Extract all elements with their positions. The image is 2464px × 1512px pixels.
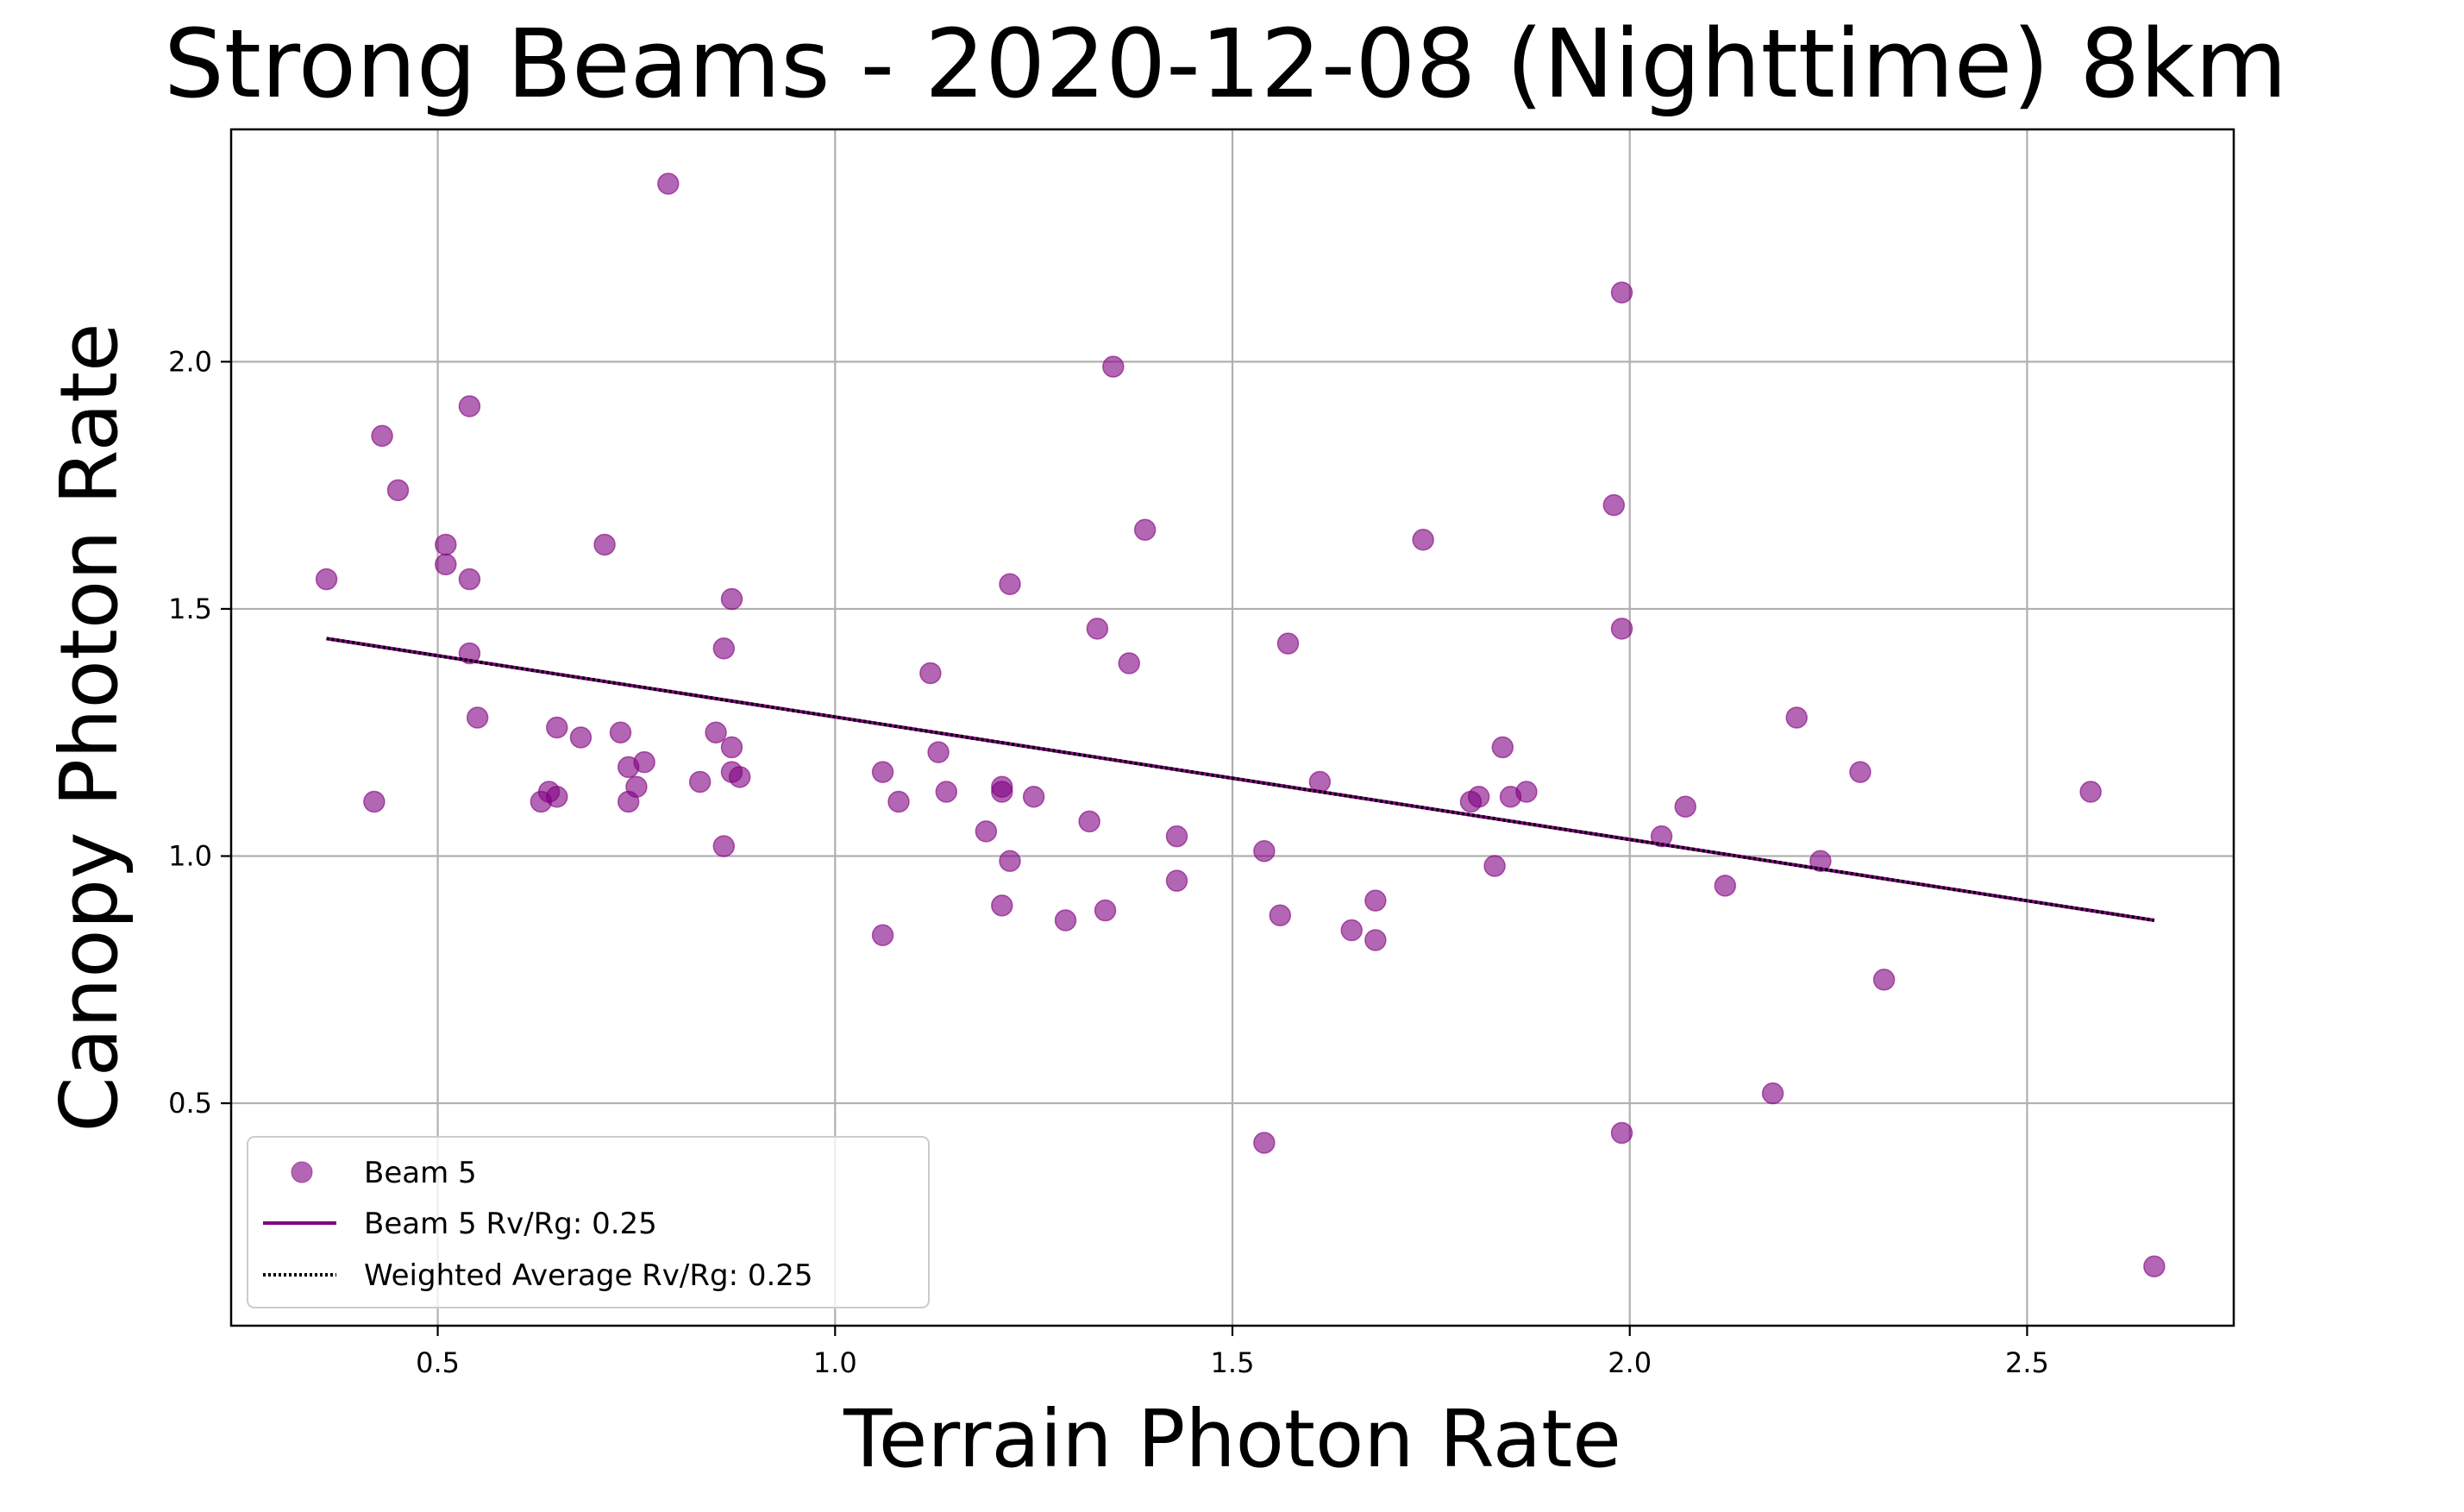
data-point	[1412, 528, 1434, 551]
data-point	[1483, 855, 1506, 877]
y-axis-ticks: 0.5 1.0 1.5 2.0	[168, 345, 231, 1120]
x-tick-label: 0.5	[416, 1346, 460, 1379]
data-point	[1078, 810, 1100, 833]
data-point	[435, 533, 457, 556]
data-point	[1364, 889, 1387, 912]
data-point	[1849, 761, 1872, 783]
chart-title: Strong Beams - 2020-12-08 (Nighttime) 8k…	[164, 9, 2287, 119]
data-point	[1133, 518, 1157, 541]
data-point	[1872, 969, 1896, 991]
legend-label: Beam 5 Rv/Rg: 0.25	[364, 1207, 657, 1241]
legend: Beam 5 Beam 5 Rv/Rg: 0.25 Weighted Average…	[247, 1136, 930, 1308]
y-tick-label: 1.0	[168, 840, 212, 873]
data-point	[1467, 785, 1490, 808]
data-point	[919, 662, 942, 685]
data-point	[546, 785, 568, 808]
data-point	[1610, 1121, 1633, 1145]
y-tick-label: 2.0	[168, 345, 212, 378]
beam-regression-line	[326, 637, 2155, 923]
data-point	[1022, 785, 1045, 808]
legend-box	[247, 1136, 930, 1308]
y-tick-label: 0.5	[168, 1087, 212, 1120]
data-point	[657, 173, 680, 195]
data-point	[569, 726, 592, 749]
data-point	[1785, 706, 1808, 729]
data-point	[1602, 493, 1626, 517]
data-point	[1165, 869, 1188, 892]
data-point	[1276, 632, 1300, 655]
data-point	[363, 790, 386, 813]
data-point	[999, 850, 1021, 872]
data-point	[633, 750, 655, 774]
y-axis-label: Canopy Photon Rate	[43, 323, 135, 1132]
data-point	[1491, 736, 1514, 759]
data-point	[927, 741, 950, 763]
data-point	[435, 553, 457, 576]
data-point	[466, 706, 489, 729]
data-point	[1714, 875, 1737, 897]
data-point	[1102, 355, 1125, 378]
grid-lines	[231, 129, 2234, 1326]
data-point	[1086, 618, 1109, 640]
data-point	[609, 721, 632, 743]
data-point	[871, 761, 894, 783]
data-point	[712, 637, 736, 660]
data-point	[1094, 899, 1117, 922]
x-tick-label: 1.5	[1211, 1346, 1255, 1379]
data-point	[975, 820, 998, 843]
x-tick-label: 2.5	[2005, 1346, 2049, 1379]
data-point	[999, 573, 1021, 596]
data-point	[1364, 929, 1387, 951]
regression-lines	[326, 637, 2155, 923]
data-point	[705, 721, 727, 743]
data-point	[1610, 281, 1633, 304]
data-point	[1761, 1082, 1784, 1105]
data-point	[1253, 840, 1276, 863]
data-point	[1809, 850, 1832, 872]
data-point	[315, 568, 338, 591]
data-point	[593, 533, 616, 556]
data-point	[1269, 904, 1292, 927]
data-point	[1118, 652, 1140, 674]
x-axis-ticks: 0.5 1.0 1.5 2.0 2.5	[416, 1326, 2049, 1379]
data-point	[712, 835, 736, 857]
data-point	[1340, 919, 1363, 942]
data-point	[688, 770, 712, 794]
data-point	[1253, 1132, 1276, 1154]
data-point	[1674, 795, 1696, 818]
data-point	[458, 568, 481, 591]
data-point	[2079, 781, 2102, 803]
data-point	[887, 790, 910, 813]
data-point	[546, 716, 568, 739]
data-point	[728, 766, 751, 788]
data-point	[991, 775, 1013, 799]
data-point	[720, 587, 743, 611]
data-point	[991, 894, 1013, 917]
data-point	[371, 424, 393, 448]
data-point	[1054, 909, 1077, 932]
data-point	[1610, 618, 1633, 640]
y-tick-label: 1.5	[168, 593, 212, 625]
plot-frame	[229, 128, 2235, 1327]
data-point	[458, 395, 481, 417]
data-point	[720, 736, 743, 759]
legend-label: Beam 5	[364, 1156, 477, 1190]
data-point	[935, 781, 958, 803]
data-point	[1515, 781, 1538, 803]
data-point	[1165, 825, 1188, 848]
x-tick-label: 1.0	[813, 1346, 857, 1379]
data-point	[625, 775, 648, 799]
x-tick-label: 2.0	[1608, 1346, 1652, 1379]
scatter-points	[315, 173, 2166, 1277]
legend-label: Weighted Average Rv/Rg: 0.25	[364, 1258, 813, 1293]
data-point	[1650, 825, 1673, 848]
data-point	[871, 924, 894, 946]
data-point	[386, 479, 410, 502]
x-axis-label: Terrain Photon Rate	[843, 1393, 1621, 1485]
data-point	[2143, 1255, 2166, 1277]
legend-marker-beam	[291, 1161, 313, 1183]
